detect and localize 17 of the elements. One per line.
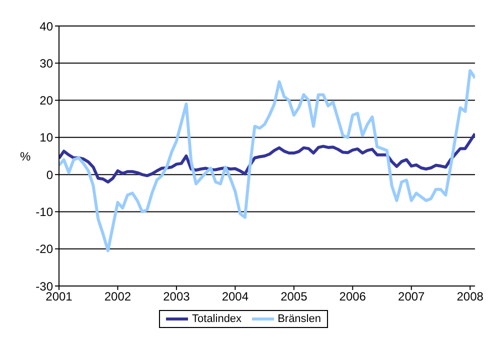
x-tick-label: 2007 [398,290,426,304]
y-tick-label: 30 [40,56,54,70]
x-tick-label: 2008 [456,290,484,304]
x-tick-label: 2003 [163,290,190,304]
y-tick-label: 40 [40,19,54,34]
x-tick-label: 2004 [222,290,249,304]
y-tick-label: -20 [36,242,54,256]
y-tick-label: -10 [36,204,54,219]
x-tick-label: 2006 [339,290,366,304]
y-tick-label: 10 [40,130,54,145]
y-tick-label: 20 [40,94,54,108]
legend-label: Totalindex [192,313,242,325]
y-axis-title: % [20,149,31,164]
x-tick-label: 2005 [280,290,308,304]
legend-label: Bränslen [278,313,321,325]
y-tick-label: 0 [46,168,54,182]
x-tick-label: 2002 [104,290,132,304]
